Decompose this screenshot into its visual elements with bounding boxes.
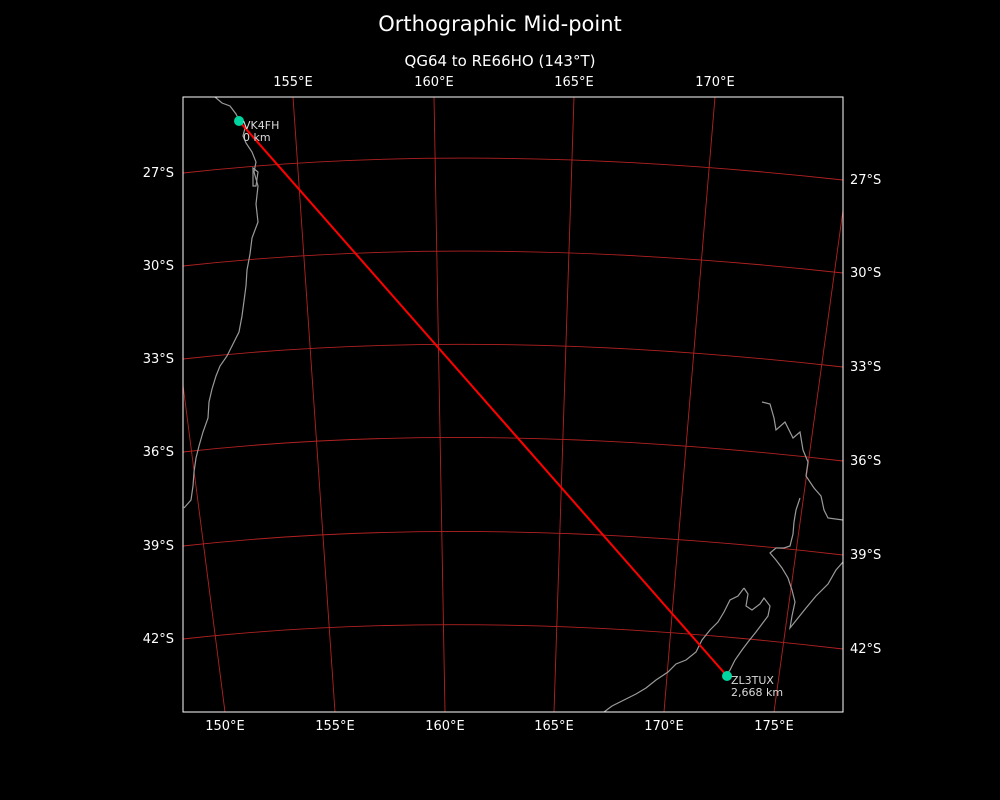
station-marker-vk4fh [234,116,244,126]
chart-title: Orthographic Mid-point [378,12,622,36]
station-label-zl3tux-distance: 2,668 km [731,686,783,699]
left-lat-ticks: 27°S 30°S 33°S 36°S 39°S 42°S [143,166,174,647]
tick-bottom-160e: 160°E [425,719,465,734]
tick-top-160e: 160°E [414,75,454,90]
great-circle-path [238,120,728,677]
top-lon-ticks: 155°E 160°E 165°E 170°E [273,75,735,90]
meridian-165e [553,97,575,712]
tick-bottom-175e: 175°E [754,719,794,734]
tick-left-33s: 33°S [143,352,174,367]
tick-left-39s: 39°S [143,539,174,554]
meridian-150e [183,384,226,712]
tick-right-36s: 36°S [850,454,881,469]
meridian-175e [773,209,843,712]
tick-bottom-150e: 150°E [205,719,245,734]
tick-left-30s: 30°S [143,259,174,274]
station-label-vk4fh-distance: 0 km [243,131,271,144]
chart-subtitle: QG64 to RE66HO (143°T) [404,52,596,70]
graticule-meridians [183,97,843,712]
tick-top-155e: 155°E [273,75,313,90]
meridian-160e [433,97,446,712]
parallel-27s [183,157,843,181]
station-marker-zl3tux [722,671,732,681]
fraser-island [252,166,259,187]
right-lat-ticks: 27°S 30°S 33°S 36°S 39°S 42°S [850,173,881,657]
tick-bottom-165e: 165°E [534,719,574,734]
parallel-42s [183,624,843,650]
parallel-39s [183,531,843,556]
tick-right-33s: 33°S [850,360,881,375]
tick-right-42s: 42°S [850,642,881,657]
tick-top-165e: 165°E [554,75,594,90]
tick-right-30s: 30°S [850,266,881,281]
bottom-lon-ticks: 150°E 155°E 160°E 165°E 170°E 175°E [205,719,794,734]
coastlines [183,97,843,712]
australia-east-coast [183,97,259,509]
tick-left-27s: 27°S [143,166,174,181]
parallel-30s [183,250,843,274]
parallel-36s [183,437,843,462]
station-label-vk4fh-call: VK4FH [243,119,279,132]
tick-bottom-170e: 170°E [644,719,684,734]
tick-bottom-155e: 155°E [315,719,355,734]
map-frame [182,96,844,713]
tick-left-36s: 36°S [143,445,174,460]
tick-top-170e: 170°E [695,75,735,90]
parallel-33s [183,343,843,368]
map-area [183,97,843,712]
nz-south-island [603,587,771,712]
graticule-parallels [183,157,843,650]
tick-right-27s: 27°S [850,173,881,188]
station-label-zl3tux-call: ZL3TUX [731,674,774,687]
meridian-170e [663,97,716,712]
tick-right-39s: 39°S [850,548,881,563]
nz-north-island [761,401,843,631]
tick-left-42s: 42°S [143,632,174,647]
meridian-155e [292,97,336,712]
